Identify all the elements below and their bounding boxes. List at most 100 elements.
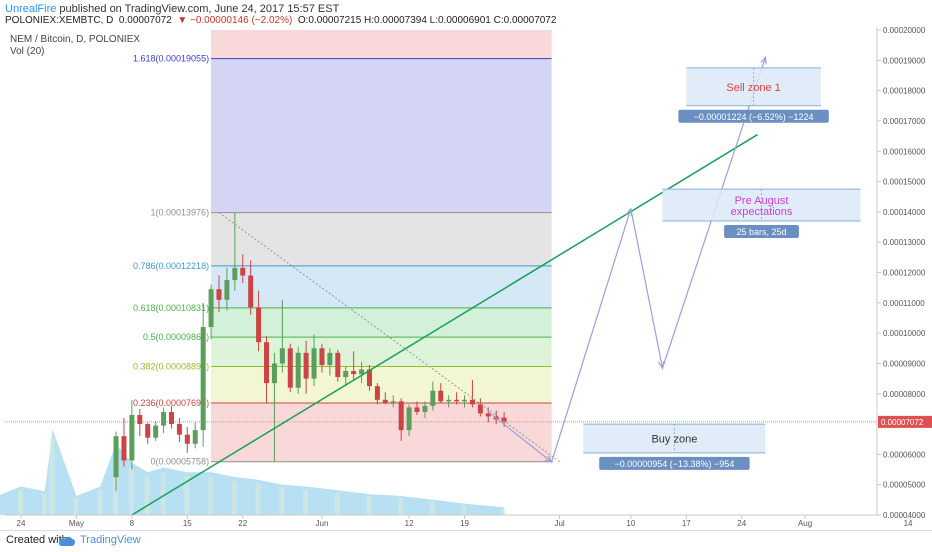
volume-bar <box>18 489 23 515</box>
fib-zone <box>211 366 552 403</box>
candle-body <box>359 369 365 375</box>
fib-zone <box>211 337 552 367</box>
fib-level-label: 0(0.00005758) <box>151 457 210 467</box>
buy-zone-annotation: Buy zone −0.00000954 (−13.38%) −954 <box>583 423 766 470</box>
y-tick-label: 0.00016000 <box>883 147 926 156</box>
candle <box>256 290 262 352</box>
candle <box>248 260 254 315</box>
candle <box>446 395 452 408</box>
fib-zone <box>211 402 552 462</box>
candle-body <box>137 414 143 425</box>
candle <box>161 407 167 434</box>
fib-zone-top <box>211 30 552 59</box>
candle-body <box>232 267 238 281</box>
projection-arrow-head <box>544 455 553 463</box>
y-tick-label: 0.00011000 <box>883 299 925 308</box>
candle <box>121 418 127 467</box>
price-change: ▼ −0.00000146 (−2.02%) <box>177 15 293 26</box>
candle-body <box>454 399 460 402</box>
candle-body <box>216 289 222 300</box>
volume-bar <box>334 492 340 515</box>
candle-body <box>129 414 135 461</box>
candle <box>113 431 119 491</box>
tradingview-cloud-icon[interactable] <box>58 534 76 552</box>
ticker-label: POLONIEX:XEMBTC, D <box>5 15 114 26</box>
buy-zone-label: Buy zone <box>651 433 697 445</box>
candle <box>477 398 483 417</box>
candle <box>469 380 475 408</box>
volume-bar <box>184 476 190 515</box>
candle <box>366 364 372 391</box>
fib-zone <box>211 212 552 266</box>
candle-body <box>422 405 428 412</box>
projection-arrow-head <box>625 207 633 216</box>
candle-body <box>343 371 349 378</box>
candle-body <box>287 348 293 388</box>
author-link[interactable]: UnrealFire <box>5 3 57 15</box>
sell-zone-tag-bg <box>678 109 829 123</box>
fib-zone <box>211 265 552 308</box>
y-tick-label: 0.00013000 <box>883 238 926 247</box>
volume-bar <box>501 508 507 515</box>
volume-bar <box>231 480 237 515</box>
candle <box>422 401 428 418</box>
axes: 0.00020000 0.00019000 0.00018000 0.00017000… <box>5 26 932 528</box>
candle-body <box>485 413 491 417</box>
x-tick-label: Jul <box>554 519 564 528</box>
volume-bar <box>303 489 309 515</box>
candle <box>153 421 159 441</box>
candle-body <box>366 369 372 387</box>
volume-bar <box>398 497 404 515</box>
tradingview-brand[interactable]: TradingView <box>80 534 141 546</box>
candle-body <box>462 399 468 402</box>
current-price-tag-bg <box>878 415 932 428</box>
fib-level-label: 1.618(0.00019055) <box>133 54 209 64</box>
projection-arrow-head <box>658 361 665 370</box>
candle <box>351 351 357 381</box>
candle-body <box>256 307 262 343</box>
candle <box>374 383 380 405</box>
symbol-legend: NEM / Bitcoin, D, POLONIEX <box>10 34 141 45</box>
candlesticks <box>113 212 507 491</box>
candle <box>335 349 341 382</box>
volume-bar <box>97 489 103 515</box>
candle-body <box>374 386 380 400</box>
fib-zone <box>211 58 552 213</box>
sell-zone-tag: −0.00001224 (−6.52%) −1224 <box>694 112 814 122</box>
candle <box>129 399 135 470</box>
volume-bar <box>160 472 166 515</box>
candle-body <box>208 289 214 328</box>
candle <box>232 212 238 291</box>
candle-body <box>382 399 388 403</box>
y-tick-label: 0.00014000 <box>883 208 926 217</box>
candle-body <box>477 404 483 414</box>
candle-body <box>161 411 167 426</box>
candle-body <box>327 352 333 365</box>
fib-level-label: 0.5(0.00009867) <box>143 332 209 342</box>
candle <box>271 352 277 462</box>
volume-bar <box>461 504 467 515</box>
volume-bar <box>128 467 134 515</box>
candle <box>462 395 468 408</box>
candle-body <box>240 267 246 276</box>
candle-body <box>398 401 404 431</box>
fib-level-label: 1(0.00013976) <box>151 208 210 218</box>
y-tick-label: 0.00020000 <box>883 26 926 35</box>
candle-body <box>271 363 277 384</box>
candle <box>137 408 143 437</box>
y-tick-label: 0.00006000 <box>883 450 926 459</box>
candle <box>327 348 333 376</box>
candle <box>287 343 293 393</box>
volume-histogram <box>0 429 507 515</box>
candle-body <box>145 424 151 438</box>
y-tick-label: 0.00015000 <box>883 178 926 187</box>
x-tick-label: 10 <box>626 519 635 528</box>
candle <box>303 340 309 394</box>
candle-body <box>184 434 190 444</box>
candle <box>264 336 270 403</box>
projection-arrow-head <box>760 55 767 65</box>
x-tick-label: 14 <box>904 519 913 528</box>
candle <box>168 405 174 429</box>
candle-body <box>311 348 317 379</box>
